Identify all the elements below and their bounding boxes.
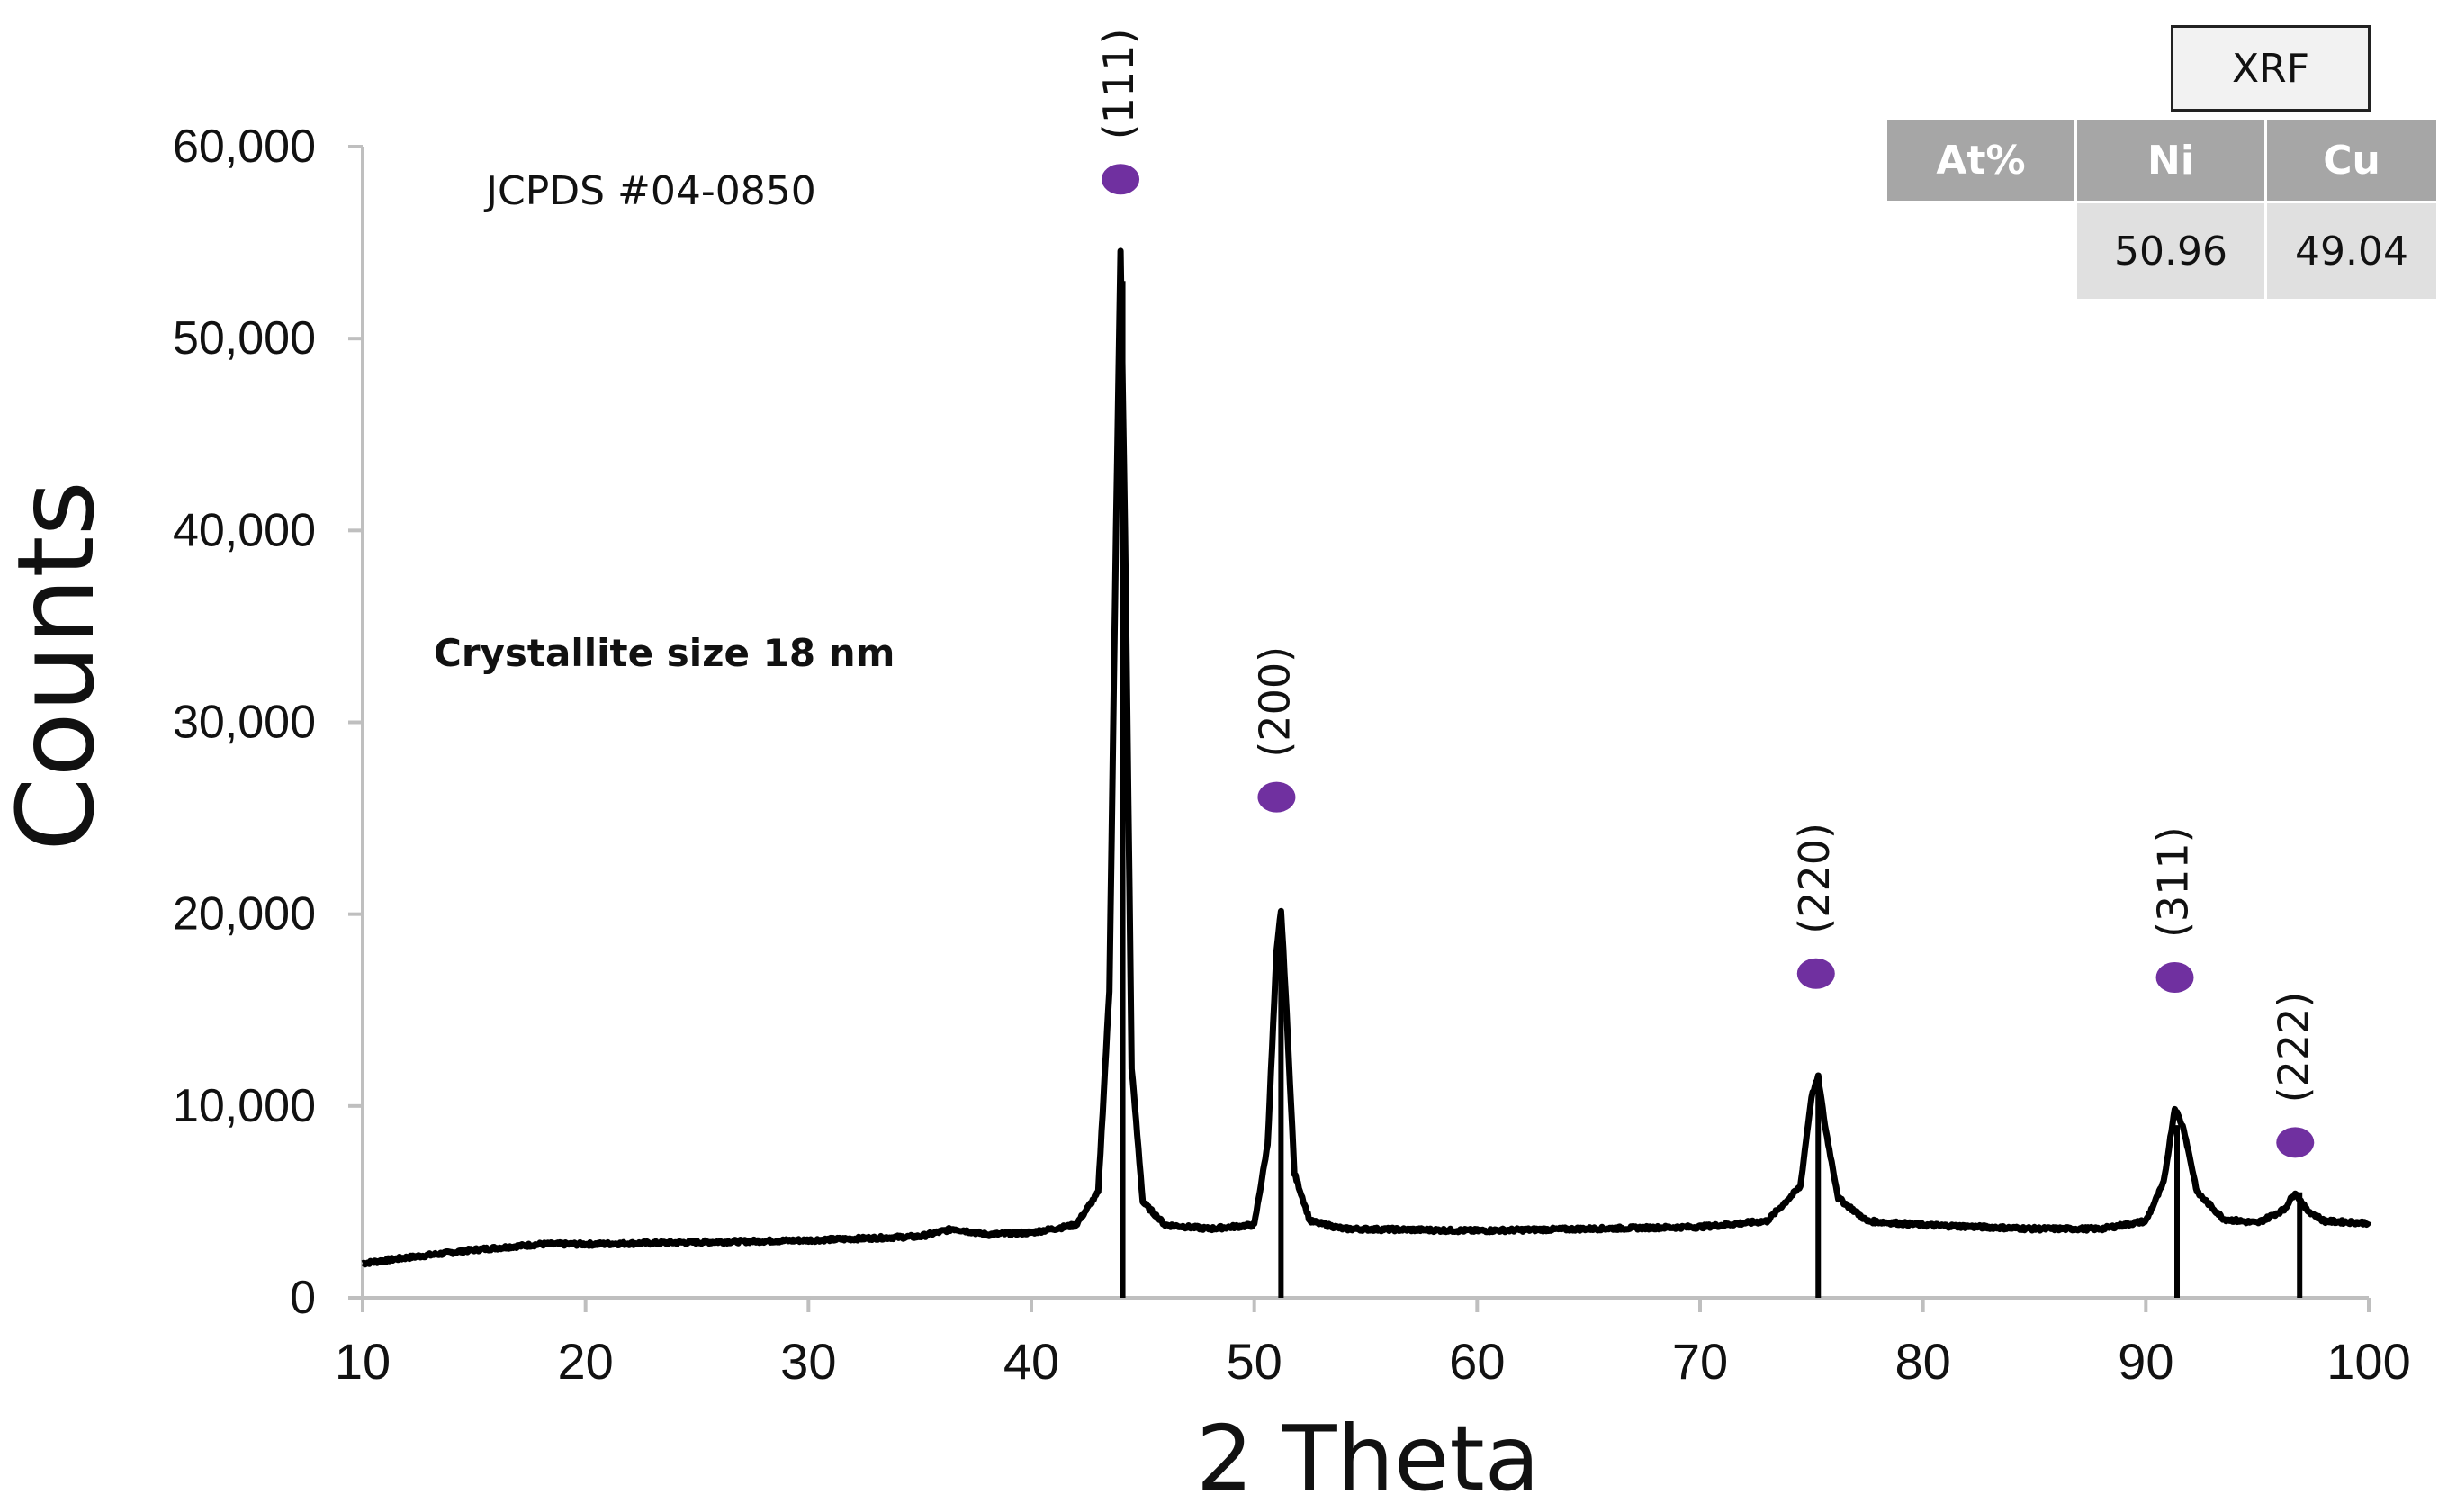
y-axis-title: Counts (0, 481, 118, 851)
y-tick-label: 40,000 (173, 504, 316, 556)
peak-markers: (111) (200) (220) (311) (222) (1094, 29, 2318, 1158)
y-tick-label: 50,000 (173, 312, 316, 364)
series (360, 248, 2372, 1268)
xrf-header-row: At% Ni Cu (1887, 120, 2436, 201)
x-tick-label: 20 (558, 1333, 614, 1390)
peak-hkl-label: (200) (1250, 646, 1299, 758)
crystallite-size-label: Crystallite size 18 nm (434, 631, 895, 675)
x-tick-label: 100 (2326, 1333, 2410, 1390)
xrf-value-blank (1887, 203, 2074, 299)
tick-labels: 0 10,000 20,000 30,000 40,000 50,000 60,000 10 2… (173, 121, 2411, 1390)
xrf-value-row: 50.96 49.04 (1887, 203, 2436, 299)
x-tick-label: 80 (1895, 1333, 1951, 1390)
xrf-value-cu: 49.04 (2267, 203, 2436, 299)
x-tick-label: 90 (2118, 1333, 2174, 1390)
xrd-series-line (360, 248, 2372, 1268)
axes (348, 145, 2371, 1312)
x-tick-label: 60 (1449, 1333, 1505, 1390)
y-tick-label: 20,000 (173, 888, 316, 940)
peak-marker-dot (1102, 164, 1140, 195)
peak-hkl-label: (311) (2149, 826, 2198, 938)
xrf-header-ni: Ni (2077, 120, 2264, 201)
peak-hkl-label: (222) (2269, 992, 2318, 1103)
x-tick-label: 70 (1672, 1333, 1728, 1390)
peak-marker-dot (1796, 958, 1835, 989)
x-tick-label: 10 (335, 1333, 391, 1390)
reference-card-label: JCPDS #04-0850 (483, 168, 816, 214)
reference-lines (1120, 281, 2303, 1298)
x-tick-label: 40 (1004, 1333, 1059, 1390)
y-tick-label: 10,000 (173, 1080, 316, 1132)
xrf-table: At% Ni Cu 50.96 49.04 (1885, 117, 2439, 302)
xrf-header-cu: Cu (2267, 120, 2436, 201)
xrf-title: XRF (2171, 25, 2371, 112)
y-tick-label: 60,000 (173, 121, 316, 173)
peak-marker-dot (1257, 781, 1296, 813)
y-tick-label: 0 (290, 1272, 316, 1324)
peak-marker-dot (2156, 962, 2194, 994)
x-axis-title: 2 Theta (1196, 1406, 1540, 1511)
x-tick-label: 50 (1227, 1333, 1282, 1390)
y-tick-label: 30,000 (173, 697, 316, 749)
x-tick-label: 30 (780, 1333, 836, 1390)
peak-marker-dot (2276, 1127, 2315, 1158)
peak-hkl-label: (111) (1094, 29, 1143, 140)
peak-hkl-label: (220) (1790, 823, 1839, 934)
xrf-value-ni: 50.96 (2077, 203, 2264, 299)
xrf-header-at: At% (1887, 120, 2074, 201)
